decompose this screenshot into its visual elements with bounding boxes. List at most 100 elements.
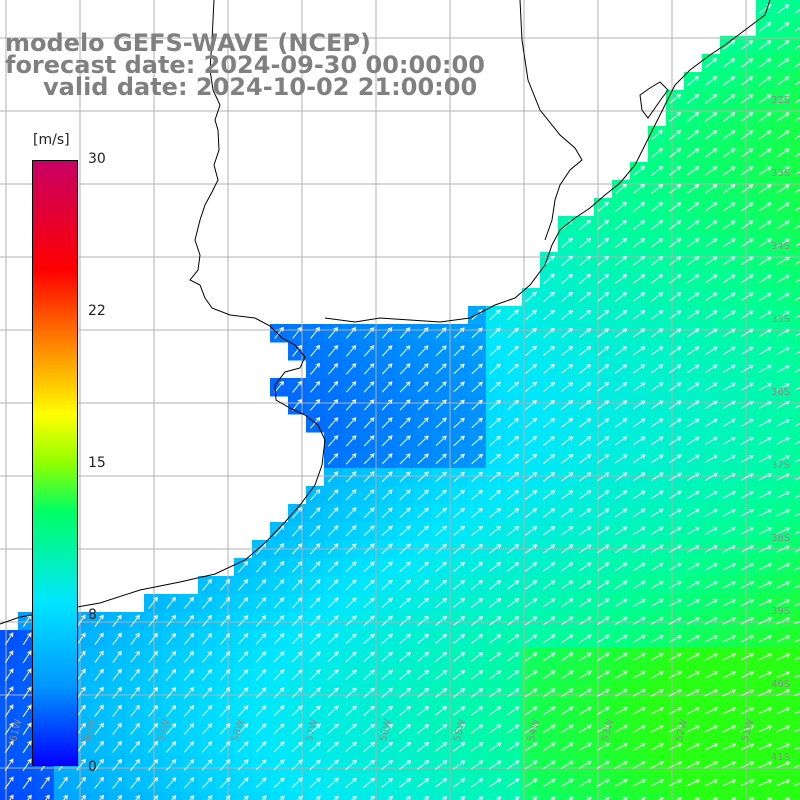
wind-arrow [650, 382, 664, 392]
wind-arrow [112, 704, 122, 717]
wind-arrow [722, 454, 736, 463]
wind-arrow [273, 597, 285, 609]
wind-arrow [722, 310, 736, 320]
wind-arrow [309, 741, 321, 753]
wind-arrow [794, 63, 800, 68]
wind-arrow [723, 58, 736, 68]
wind-arrow [758, 599, 773, 607]
wind-arrow [81, 794, 86, 800]
wind-arrow [399, 399, 411, 411]
wind-arrow [184, 704, 195, 717]
wind-arrow [632, 779, 647, 787]
wind-arrow [166, 777, 177, 789]
wind-speed-cell [792, 648, 800, 667]
wind-arrow [758, 382, 772, 391]
wind-arrow [435, 417, 447, 429]
colorbar-tick-22: 22 [88, 303, 106, 319]
wind-arrow [614, 598, 628, 608]
wind-speed-cell [792, 558, 800, 577]
wind-arrow [506, 760, 520, 770]
colorbar-tick-15: 15 [88, 455, 106, 471]
wind-arrow [776, 328, 790, 337]
wind-arrow [417, 399, 429, 411]
wind-arrow [345, 489, 357, 501]
wind-arrow [633, 292, 646, 302]
valid-date: valid date: 2024-10-02 21:00:00 [43, 73, 478, 101]
wind-arrow [542, 724, 556, 734]
wind-arrow [794, 117, 800, 122]
wind-arrow [686, 779, 701, 787]
wind-arrow [722, 671, 737, 679]
wind-arrow [578, 652, 592, 662]
wind-arrow [399, 778, 412, 788]
wind-arrow [704, 761, 719, 769]
wind-arrow [273, 579, 285, 591]
wind-arrow [597, 219, 610, 230]
wind-arrow [722, 274, 736, 284]
wind-arrow [381, 760, 394, 770]
wind-arrow [345, 651, 357, 663]
wind-arrow [202, 632, 213, 645]
wind-arrow [651, 292, 664, 302]
wind-arrow [435, 760, 448, 770]
wind-arrow [758, 743, 773, 751]
wind-arrow [489, 634, 502, 644]
wind-arrow [650, 454, 664, 464]
wind-arrow [112, 758, 123, 771]
wind-arrow [614, 562, 628, 572]
wind-arrow [435, 471, 447, 483]
wind-arrow [507, 327, 519, 339]
wind-arrow [758, 184, 772, 194]
wind-arrow [525, 472, 538, 482]
wind-arrow [632, 526, 646, 536]
wind-arrow [363, 525, 375, 537]
wind-arrow [405, 796, 412, 800]
wind-arrow [4, 650, 14, 664]
wind-arrow [435, 435, 447, 447]
wind-arrow [596, 706, 610, 716]
wind-arrow [579, 508, 592, 518]
wind-arrow [453, 742, 466, 752]
wind-arrow [794, 404, 800, 409]
wind-arrow [417, 435, 429, 447]
wind-arrow [489, 562, 502, 572]
wind-arrow [327, 471, 339, 483]
wind-arrow [435, 561, 448, 572]
wind-arrow [219, 687, 231, 699]
wind-arrow [525, 598, 538, 608]
wind-arrow [76, 740, 86, 753]
wind-arrow [686, 436, 700, 446]
wind-arrow [333, 795, 340, 800]
wind-arrow [4, 758, 14, 772]
wind-arrow [722, 527, 736, 535]
wind-arrow [794, 314, 800, 319]
wind-arrow [740, 238, 754, 248]
wind-arrow [237, 669, 249, 681]
wind-arrow [112, 650, 122, 663]
wind-speed-cell [792, 54, 800, 73]
wind-arrow [166, 614, 177, 627]
wind-arrow [723, 148, 736, 158]
wind-arrow [363, 777, 376, 788]
wind-arrow [189, 795, 195, 800]
wind-arrow [578, 544, 592, 554]
wind-arrow [794, 728, 800, 733]
wind-arrow [524, 688, 538, 698]
wind-arrow [166, 722, 177, 735]
wind-arrow [633, 400, 646, 410]
wind-arrow [675, 797, 683, 800]
wind-arrow [237, 615, 249, 627]
wind-arrow [507, 435, 520, 446]
wind-arrow [668, 779, 683, 787]
wind-arrow [632, 508, 646, 518]
wind-arrow [722, 472, 736, 481]
wind-arrow [345, 669, 357, 681]
wind-arrow [345, 435, 357, 447]
wind-arrow [776, 527, 791, 535]
wind-arrow [94, 668, 104, 681]
wind-arrow [704, 707, 719, 715]
wind-arrow [740, 382, 754, 392]
wind-arrow [148, 668, 159, 681]
wind-arrow [650, 743, 665, 751]
wind-arrow [273, 669, 285, 681]
